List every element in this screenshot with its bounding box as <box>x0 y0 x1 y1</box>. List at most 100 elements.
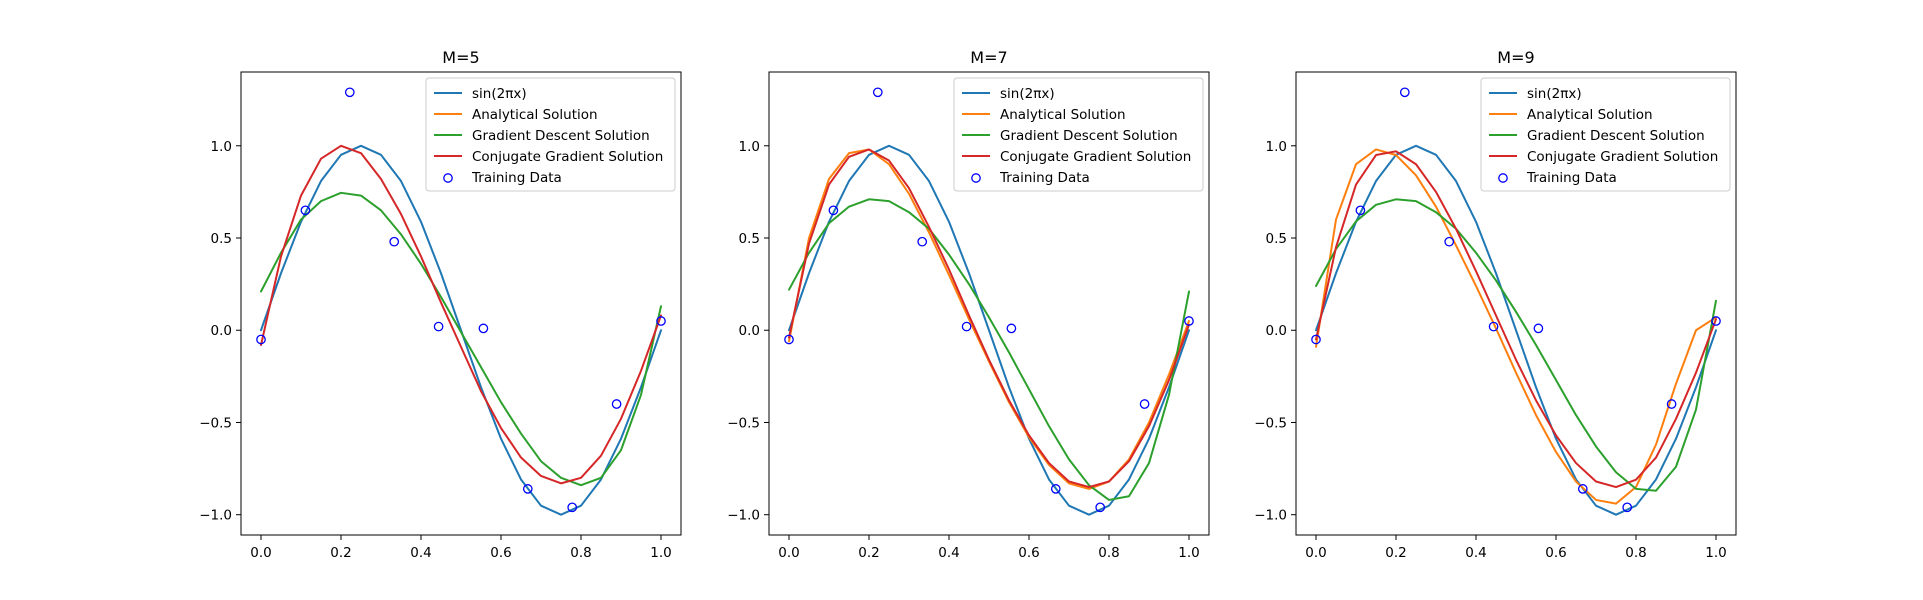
axes-frame <box>1295 71 1737 536</box>
training-data-point <box>256 334 266 345</box>
legend: sin(2πx) Analytical Solution Gradient Desc… <box>953 77 1204 192</box>
y-tick-label: −0.5 <box>727 415 760 431</box>
chart-panel-1: M=5 0.0 0.2 0.4 0.6 0.8 1.0 −1.0 −0.5 0.0 0.5 1.0 si… <box>199 48 682 561</box>
series-line-sin <box>788 144 1190 516</box>
training-data-point <box>961 321 972 332</box>
legend: sin(2πx) Analytical Solution Gradient Desc… <box>1480 77 1731 192</box>
training-data-point <box>433 321 444 332</box>
x-tick-label: 0.4 <box>938 545 959 561</box>
legend-label-gradient: Gradient Descent Solution <box>1527 128 1705 144</box>
axes-frame <box>240 71 682 536</box>
legend-box <box>1480 77 1731 192</box>
x-tick-label: 0.4 <box>410 545 431 561</box>
y-tick-label: 1.0 <box>1266 139 1287 155</box>
training-data-point <box>1355 205 1366 216</box>
series-line-conjugate <box>788 148 1190 489</box>
x-tick-label: 0.8 <box>570 545 591 561</box>
legend-label-analytical: Analytical Solution <box>1000 107 1126 123</box>
series-line-sin <box>1315 144 1717 516</box>
series-line-conjugate <box>1315 150 1717 489</box>
training-data-point <box>611 399 622 409</box>
x-tick-label: 0.8 <box>1625 545 1646 561</box>
training-data-point <box>1577 484 1588 494</box>
x-tick-label: 0.0 <box>250 545 271 561</box>
x-tick-label: 0.0 <box>1305 545 1326 561</box>
chart-panel-3: M=9 0.0 0.2 0.4 0.6 0.8 1.0 −1.0 −0.5 0.0 0.5 1.0 si… <box>1254 48 1737 561</box>
y-tick-label: −1.0 <box>199 508 232 524</box>
x-tick-label: 0.2 <box>330 545 351 561</box>
training-data-point <box>1711 316 1721 326</box>
training-data-point <box>344 87 355 98</box>
legend-label-sin: sin(2πx) <box>1527 86 1582 102</box>
x-tick-label: 0.8 <box>1098 545 1119 561</box>
y-tick-label: 0.5 <box>211 231 232 247</box>
legend-label-conjugate: Conjugate Gradient Solution <box>472 149 663 165</box>
x-tick-label: 0.2 <box>1385 545 1406 561</box>
legend-label-analytical: Analytical Solution <box>1527 107 1653 123</box>
training-data-point <box>656 316 666 326</box>
training-data-point <box>1050 484 1061 494</box>
training-data-point <box>1622 502 1633 513</box>
legend-label-training: Training Data <box>1526 170 1617 186</box>
y-tick-label: 1.0 <box>211 139 232 155</box>
x-tick-label: 0.2 <box>858 545 879 561</box>
training-data-point <box>872 87 883 98</box>
training-data-point <box>1184 316 1194 326</box>
y-tick-label: −1.0 <box>1254 508 1287 524</box>
legend-label-conjugate: Conjugate Gradient Solution <box>1527 149 1718 165</box>
x-tick-label: 1.0 <box>1178 545 1199 561</box>
chart-panel-2: M=7 0.0 0.2 0.4 0.6 0.8 1.0 −1.0 −0.5 0.0 0.5 1.0 si… <box>727 48 1210 561</box>
legend-label-sin: sin(2πx) <box>1000 86 1055 102</box>
x-tick-label: 0.4 <box>1465 545 1486 561</box>
series-line-gradient <box>788 198 1190 501</box>
legend-box <box>953 77 1204 192</box>
y-tick-label: 1.0 <box>739 139 760 155</box>
y-tick-label: −0.5 <box>1254 415 1287 431</box>
x-tick-label: 0.0 <box>778 545 799 561</box>
legend-swatch-training <box>971 173 981 183</box>
training-data-point <box>522 484 533 494</box>
legend-box <box>425 77 676 192</box>
legend-swatch-training <box>1498 173 1508 183</box>
training-data-point <box>1095 502 1106 513</box>
training-data-point <box>1488 321 1499 332</box>
axes-frame <box>768 71 1210 536</box>
chart-title: M=9 <box>1497 48 1534 67</box>
training-data-point <box>478 323 489 334</box>
x-tick-label: 0.6 <box>1545 545 1566 561</box>
x-tick-label: 0.6 <box>1018 545 1039 561</box>
x-tick-label: 1.0 <box>1705 545 1726 561</box>
training-data-point <box>1444 236 1455 247</box>
legend-label-training: Training Data <box>999 170 1090 186</box>
training-data-point <box>1533 323 1544 334</box>
y-tick-label: −1.0 <box>727 508 760 524</box>
training-data-point <box>389 236 400 247</box>
training-data-point <box>828 205 839 216</box>
y-tick-label: 0.0 <box>739 323 760 339</box>
training-data-point <box>1139 399 1150 409</box>
legend-label-sin: sin(2πx) <box>472 86 527 102</box>
x-tick-label: 1.0 <box>650 545 671 561</box>
y-tick-label: 0.0 <box>1266 323 1287 339</box>
y-tick-label: −0.5 <box>199 415 232 431</box>
series-line-gradient <box>260 191 662 487</box>
training-data-point <box>784 334 794 345</box>
training-data-point <box>300 205 311 216</box>
legend-label-analytical: Analytical Solution <box>472 107 598 123</box>
training-data-point <box>1399 87 1410 98</box>
y-tick-label: 0.5 <box>1266 231 1287 247</box>
y-tick-label: 0.0 <box>211 323 232 339</box>
series-line-gradient <box>1315 198 1717 492</box>
training-data-point <box>1311 334 1321 345</box>
training-data-point <box>917 236 928 247</box>
legend-label-gradient: Gradient Descent Solution <box>472 128 650 144</box>
legend-label-conjugate: Conjugate Gradient Solution <box>1000 149 1191 165</box>
series-line-conjugate <box>260 144 662 485</box>
legend-swatch-training <box>443 173 453 183</box>
y-tick-label: 0.5 <box>739 231 760 247</box>
training-data-point <box>1666 399 1677 409</box>
chart-title: M=7 <box>970 48 1007 67</box>
training-data-point <box>1006 323 1017 334</box>
legend: sin(2πx) Analytical Solution Gradient Desc… <box>425 77 676 192</box>
